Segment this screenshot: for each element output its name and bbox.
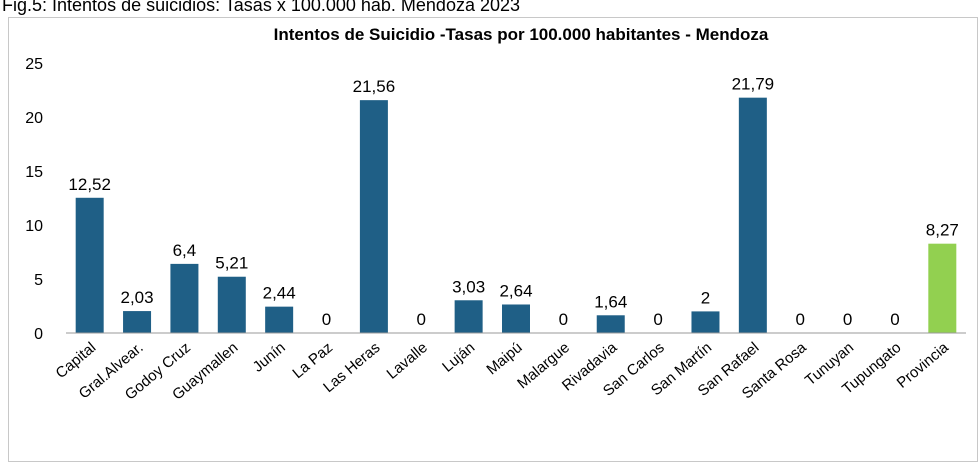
bar-1	[123, 311, 152, 333]
figure-caption: Fig.5: Intentos de suicidios: Tasas x 10…	[2, 0, 521, 15]
data-label-11: 1,64	[594, 292, 627, 311]
bar-3	[217, 276, 246, 333]
data-label-13: 2	[701, 288, 710, 307]
chart-area: Intentos de Suicidio -Tasas por 100.000 …	[8, 17, 978, 462]
bar-11	[596, 315, 625, 333]
data-label-6: 21,56	[353, 77, 396, 96]
y-tick-label: 5	[34, 272, 43, 289]
x-tick-label: Maipú	[483, 339, 525, 378]
data-label-0: 12,52	[68, 175, 111, 194]
data-label-3: 5,21	[215, 254, 248, 273]
x-tick-label: Junín	[250, 339, 289, 376]
data-label-2: 6,4	[173, 241, 197, 260]
data-label-18: 8,27	[926, 221, 959, 240]
data-label-1: 2,03	[121, 288, 154, 307]
bar-8	[454, 300, 483, 333]
data-label-16: 0	[843, 310, 852, 329]
x-tick-label: Lavalle	[383, 339, 430, 383]
data-label-15: 0	[795, 310, 804, 329]
bar-18	[928, 243, 957, 333]
x-tick-label: Luján	[439, 339, 478, 376]
chart-title: Intentos de Suicidio -Tasas por 100.000 …	[274, 25, 769, 44]
y-tick-label: 0	[34, 326, 43, 343]
data-label-9: 2,64	[499, 281, 532, 300]
bar-13	[691, 311, 720, 333]
y-tick-label: 25	[25, 56, 43, 73]
data-label-14: 21,79	[732, 75, 775, 94]
data-label-12: 0	[653, 310, 662, 329]
bar-9	[502, 304, 530, 333]
bar-14	[738, 97, 767, 333]
y-tick-label: 10	[25, 218, 43, 235]
y-tick-label: 15	[25, 164, 43, 181]
data-label-5: 0	[322, 310, 331, 329]
bar-6	[359, 100, 388, 333]
bar-0	[75, 197, 104, 333]
bar-4	[265, 306, 294, 333]
bar-2	[170, 263, 199, 333]
y-tick-label: 20	[25, 110, 43, 127]
data-label-7: 0	[417, 310, 426, 329]
x-tick-label: Provincia	[894, 339, 953, 392]
data-label-17: 0	[890, 310, 899, 329]
data-label-10: 0	[559, 310, 568, 329]
data-label-4: 2,44	[263, 284, 296, 303]
data-label-8: 3,03	[452, 277, 485, 296]
bar-chart: Intentos de Suicidio -Tasas por 100.000 …	[25, 25, 966, 404]
